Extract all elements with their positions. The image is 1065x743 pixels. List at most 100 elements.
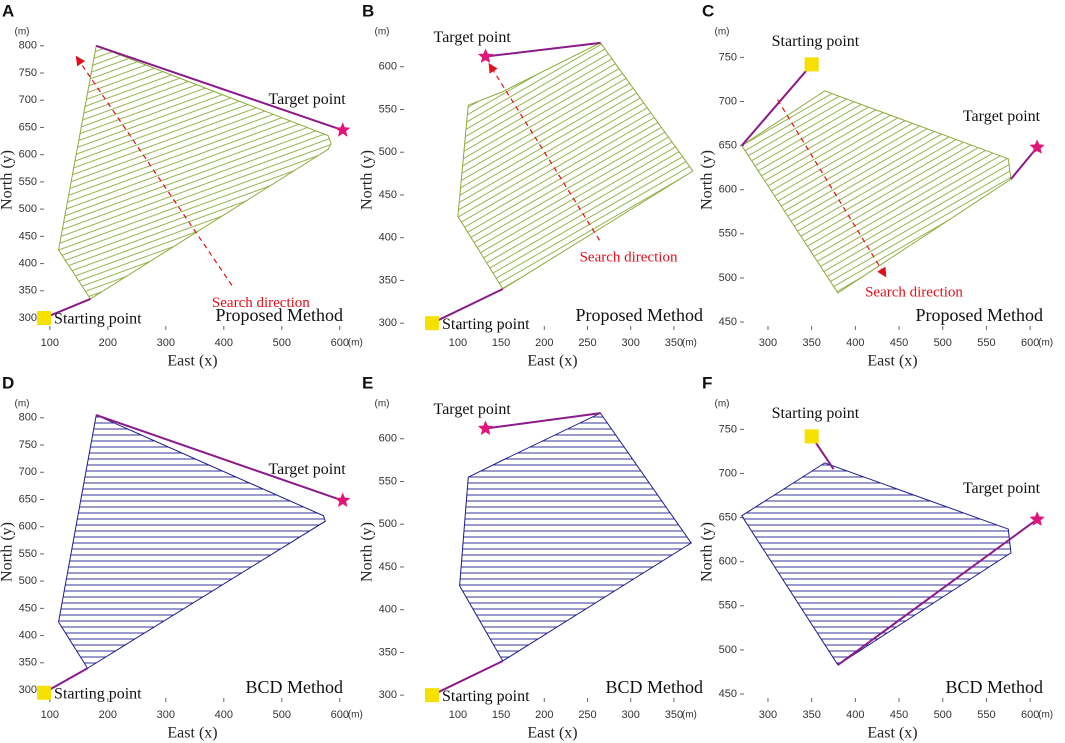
x-axis-label: East (x) xyxy=(167,353,217,370)
y-tick-label: 600 xyxy=(719,556,737,568)
exit-path xyxy=(95,414,344,502)
y-tick-label: 500 xyxy=(19,203,37,215)
entry-path xyxy=(431,288,504,325)
y-unit: (m) xyxy=(715,27,730,38)
exit-path xyxy=(95,44,344,132)
exit-path xyxy=(485,41,601,58)
y-tick-label: 700 xyxy=(19,466,37,478)
y-tick-label: 700 xyxy=(19,94,37,106)
start-label: Starting point xyxy=(54,311,142,328)
exit-path xyxy=(837,518,1038,666)
y-tick-label: 400 xyxy=(19,629,37,641)
start-marker xyxy=(424,316,439,331)
x-tick-label: 200 xyxy=(535,337,553,349)
x-tick-label: 500 xyxy=(934,337,952,349)
x-tick-label: 450 xyxy=(890,709,908,721)
entry-path xyxy=(740,63,813,147)
panel-letter: C xyxy=(702,1,714,20)
target-marker xyxy=(1029,139,1045,154)
y-tick-label: 350 xyxy=(19,285,37,297)
y-tick-label: 450 xyxy=(379,189,397,201)
target-marker xyxy=(477,48,494,63)
y-tick-label: 400 xyxy=(379,232,397,244)
y-tick-label: 450 xyxy=(719,316,737,328)
y-tick-label: 500 xyxy=(379,146,397,158)
x-tick-label: 300 xyxy=(622,337,640,349)
entry-path xyxy=(43,667,89,694)
y-tick-label: 650 xyxy=(719,139,737,151)
y-unit: (m) xyxy=(375,399,390,410)
y-tick-label: 450 xyxy=(19,230,37,242)
y-tick-label: 300 xyxy=(379,689,397,701)
y-tick-label: 500 xyxy=(19,575,37,587)
target-marker xyxy=(335,122,351,137)
x-tick-label: 150 xyxy=(492,709,510,721)
x-tick-label: 300 xyxy=(759,337,777,349)
start-label: Starting point xyxy=(772,33,860,50)
y-tick-label: 350 xyxy=(19,657,37,669)
y-axis-label: North (y) xyxy=(359,150,376,210)
x-tick-label: 500 xyxy=(934,709,952,721)
target-label: Target point xyxy=(963,480,1041,497)
x-tick-label: 300 xyxy=(759,709,777,721)
y-tick-label: 650 xyxy=(19,493,37,505)
x-tick-label: 500 xyxy=(273,709,291,721)
y-tick-label: 350 xyxy=(379,274,397,286)
y-tick-label: 550 xyxy=(719,600,737,612)
x-unit: (m) xyxy=(682,710,697,721)
y-tick-label: 600 xyxy=(379,433,397,445)
y-tick-label: 500 xyxy=(379,518,397,530)
y-tick-label: 800 xyxy=(19,40,37,52)
method-label: Proposed Method xyxy=(216,305,344,325)
start-label: Starting point xyxy=(54,685,142,702)
search-direction-arrow xyxy=(488,63,601,241)
search-direction-label: Search direction xyxy=(865,285,963,301)
method-label: BCD Method xyxy=(245,677,343,697)
panel: A 100 200 300 400 500 600 300 350 400 450 500 550 600… xyxy=(0,1,363,369)
x-axis-label: East (x) xyxy=(527,353,577,370)
x-tick-label: 200 xyxy=(535,709,553,721)
x-tick-label: 600 xyxy=(331,337,349,349)
target-label: Target point xyxy=(434,401,512,418)
method-label: Proposed Method xyxy=(916,305,1044,325)
y-tick-label: 600 xyxy=(379,61,397,73)
y-tick-label: 550 xyxy=(19,176,37,188)
x-tick-label: 350 xyxy=(802,337,820,349)
y-tick-label: 750 xyxy=(719,423,737,435)
x-tick-label: 250 xyxy=(578,337,596,349)
search-direction-label: Search direction xyxy=(212,295,310,311)
x-tick-label: 400 xyxy=(846,709,864,721)
panel: E 100 150 200 250 300 350 300 350 400 450 500 550 600… xyxy=(359,373,703,741)
x-tick-label: 300 xyxy=(157,337,175,349)
target-label: Target point xyxy=(268,461,346,478)
target-label: Target point xyxy=(434,29,512,46)
coverage-area xyxy=(457,42,694,290)
x-tick-label: 600 xyxy=(1021,337,1039,349)
y-tick-label: 650 xyxy=(19,121,37,133)
panel: C 300 350 400 450 500 550 600 450 500 550 600 650 700… xyxy=(699,1,1053,369)
start-marker xyxy=(804,57,819,72)
x-tick-label: 200 xyxy=(99,337,117,349)
coverage-area xyxy=(459,412,692,662)
panel-letter: B xyxy=(362,1,374,20)
x-tick-label: 100 xyxy=(449,709,467,721)
x-tick-label: 100 xyxy=(41,709,59,721)
y-unit: (m) xyxy=(715,399,730,410)
target-label: Target point xyxy=(268,91,346,108)
x-unit: (m) xyxy=(1038,710,1053,721)
start-marker xyxy=(37,685,52,700)
start-marker xyxy=(424,688,439,703)
x-axis-label: East (x) xyxy=(527,725,577,742)
coverage-area xyxy=(58,45,332,300)
y-tick-label: 400 xyxy=(19,257,37,269)
x-tick-label: 250 xyxy=(578,709,596,721)
y-axis-label: North (y) xyxy=(359,522,376,582)
x-tick-label: 300 xyxy=(622,709,640,721)
y-tick-label: 500 xyxy=(719,644,737,656)
x-tick-label: 200 xyxy=(99,709,117,721)
x-tick-label: 400 xyxy=(215,337,233,349)
y-axis-label: North (y) xyxy=(0,522,16,582)
y-tick-label: 450 xyxy=(379,561,397,573)
exit-path xyxy=(485,412,601,430)
